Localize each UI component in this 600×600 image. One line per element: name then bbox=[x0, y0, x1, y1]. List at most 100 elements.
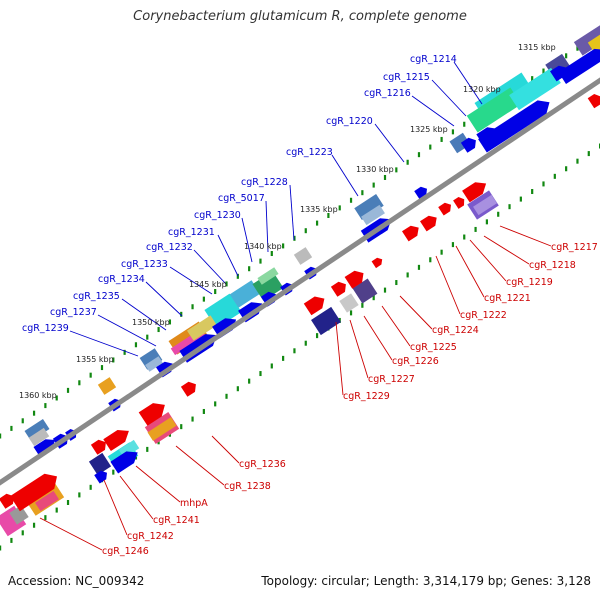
tick-mark bbox=[236, 273, 239, 279]
tick-mark bbox=[508, 204, 511, 210]
feature-band bbox=[9, 505, 29, 525]
tick-mark bbox=[112, 357, 115, 363]
tick-mark bbox=[429, 144, 432, 150]
tick-mark bbox=[55, 395, 58, 401]
tick-mark bbox=[542, 181, 545, 187]
feature-band bbox=[466, 87, 522, 133]
tick-mark bbox=[361, 302, 364, 308]
tick-mark bbox=[474, 226, 477, 232]
tick-mark bbox=[304, 340, 307, 346]
tick-mark bbox=[66, 499, 70, 505]
tick-mark bbox=[180, 311, 183, 317]
gene-arrow bbox=[558, 48, 600, 84]
kbp-tick-label: 1320 kbp bbox=[463, 85, 501, 94]
gene-arrow bbox=[344, 270, 364, 289]
gene-label-plus: cgR_1235 bbox=[73, 291, 120, 302]
gene-label-minus: cgR_1226 bbox=[392, 356, 439, 367]
leader-line bbox=[289, 184, 295, 241]
tick-mark bbox=[191, 416, 194, 422]
tick-mark bbox=[21, 530, 24, 536]
feature-band bbox=[339, 293, 359, 313]
kbp-tick-label: 1340 kbp bbox=[244, 242, 282, 251]
gene-arrow bbox=[330, 281, 346, 297]
gene-label-plus: cgR_1215 bbox=[383, 72, 430, 83]
kbp-tick-label: 1315 kbp bbox=[518, 43, 556, 52]
leader-line bbox=[211, 435, 240, 464]
kbp-tick-label: 1355 kbp bbox=[76, 355, 114, 364]
gene-arrow bbox=[180, 381, 196, 397]
leader-line bbox=[39, 517, 103, 551]
gene-label-minus: cgR_1241 bbox=[153, 515, 200, 526]
tick-mark bbox=[32, 522, 36, 528]
gene-arrow bbox=[212, 318, 237, 339]
tick-mark bbox=[565, 53, 568, 59]
leader-line bbox=[169, 266, 213, 295]
tick-mark bbox=[282, 355, 285, 361]
gene-arrow bbox=[10, 473, 58, 512]
tick-mark bbox=[112, 469, 115, 475]
tick-mark bbox=[429, 257, 432, 263]
tick-mark bbox=[440, 249, 443, 255]
gene-arrow bbox=[420, 215, 437, 232]
leader-line bbox=[431, 79, 467, 117]
gene-arrow bbox=[460, 137, 476, 153]
feature-band bbox=[145, 356, 163, 372]
tick-mark bbox=[44, 403, 47, 409]
tick-mark bbox=[315, 333, 319, 339]
gene-label-plus: cgR_1216 bbox=[364, 88, 411, 99]
feature-band bbox=[354, 194, 384, 220]
gene-label-minus: cgR_1218 bbox=[529, 260, 576, 271]
tick-mark bbox=[191, 304, 194, 310]
gene-label-plus: cgR_1220 bbox=[326, 116, 373, 127]
leader-line bbox=[483, 235, 530, 265]
gene-arrow bbox=[303, 296, 325, 316]
tick-mark bbox=[236, 386, 239, 392]
leader-line bbox=[499, 225, 552, 247]
leader-line bbox=[363, 315, 393, 361]
leader-line bbox=[435, 255, 461, 315]
tick-mark bbox=[202, 296, 205, 302]
tick-mark bbox=[576, 45, 579, 51]
gene-arrow bbox=[587, 94, 600, 109]
feature-band bbox=[473, 194, 497, 216]
leader-line bbox=[455, 245, 485, 298]
feature-band bbox=[449, 132, 471, 154]
tick-mark bbox=[89, 372, 92, 378]
leader-line bbox=[381, 305, 411, 347]
tick-mark bbox=[293, 348, 296, 354]
tick-mark bbox=[66, 387, 70, 393]
tick-mark bbox=[338, 205, 341, 211]
tick-mark bbox=[248, 378, 251, 384]
tick-mark bbox=[248, 266, 251, 272]
tick-mark bbox=[146, 446, 149, 452]
feature-band bbox=[24, 418, 50, 442]
gene-label-minus: cgR_1242 bbox=[127, 531, 174, 542]
tick-mark bbox=[417, 152, 421, 158]
gene-arrow bbox=[402, 225, 419, 242]
tick-mark bbox=[293, 235, 296, 241]
tick-mark bbox=[214, 401, 217, 407]
tick-mark bbox=[440, 136, 443, 142]
gene-label-minus: cgR_1221 bbox=[484, 293, 531, 304]
leader-line-layer bbox=[39, 61, 552, 551]
feature-band bbox=[97, 377, 117, 395]
gene-label-minus: cgR_1217 bbox=[551, 242, 598, 253]
tick-mark bbox=[168, 319, 172, 325]
tick-mark bbox=[383, 287, 387, 293]
leader-line bbox=[374, 123, 405, 163]
tick-mark bbox=[259, 258, 262, 264]
kbp-tick-label: 1330 kbp bbox=[356, 165, 394, 174]
gene-label-plus: cgR_1234 bbox=[98, 274, 145, 285]
leader-line bbox=[135, 465, 181, 503]
gene-arrow bbox=[550, 65, 567, 82]
tick-mark bbox=[406, 159, 409, 165]
tick-mark bbox=[10, 425, 13, 431]
gene-label-minus: cgR_1222 bbox=[460, 310, 507, 321]
gene-label-minus: cgR_1219 bbox=[506, 277, 553, 288]
gene-label-plus: cgR_1230 bbox=[194, 210, 241, 221]
gene-label-minus: cgR_1229 bbox=[343, 391, 390, 402]
leader-line bbox=[175, 445, 225, 486]
kbp-tick-label: 1335 kbp bbox=[300, 205, 338, 214]
tick-mark bbox=[202, 408, 205, 414]
